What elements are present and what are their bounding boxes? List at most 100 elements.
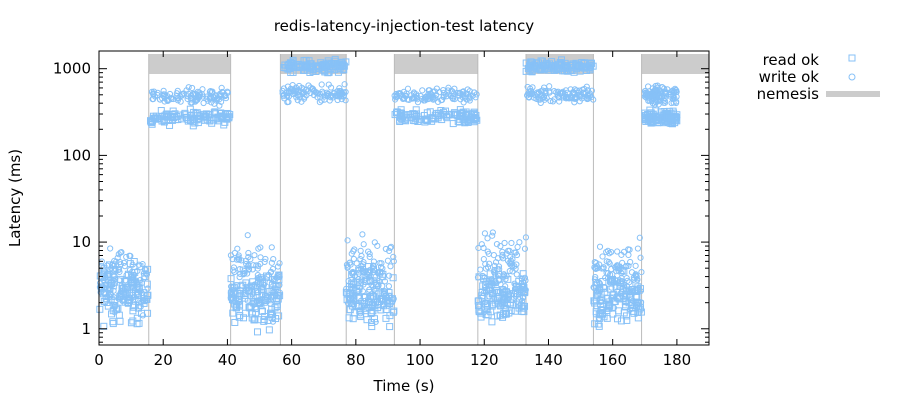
write-point (517, 289, 524, 296)
write-point (560, 92, 568, 100)
write-point (321, 93, 328, 100)
write-point (230, 264, 238, 271)
write-point (516, 239, 523, 246)
read-point (181, 109, 189, 117)
write-point (360, 241, 367, 248)
read-point (595, 322, 603, 330)
read-point (265, 326, 273, 334)
write-point (345, 277, 352, 285)
write-point (522, 286, 529, 294)
write-point (305, 82, 312, 89)
write-point (605, 258, 612, 266)
read-point (199, 110, 207, 118)
write-point (247, 293, 254, 300)
write-point (519, 283, 526, 290)
write-point (642, 92, 649, 99)
write-point (296, 82, 303, 90)
write-point (625, 262, 632, 270)
write-point (249, 266, 256, 273)
write-point (613, 288, 621, 295)
write-point (479, 272, 486, 280)
write-point (632, 262, 639, 269)
write-point (188, 84, 196, 92)
write-point (637, 288, 644, 295)
write-point (538, 91, 545, 99)
write-point (115, 251, 122, 258)
write-point (184, 95, 191, 103)
write-point (607, 277, 614, 284)
write-point (117, 290, 124, 297)
write-point (432, 95, 439, 102)
write-point (116, 277, 123, 284)
write-point (110, 293, 117, 301)
read-point (462, 108, 470, 116)
read-point (144, 265, 152, 273)
write-point (274, 263, 282, 270)
write-point (353, 260, 360, 267)
write-point (260, 284, 267, 291)
write-point (129, 261, 136, 268)
read-point (665, 112, 673, 120)
write-point (267, 300, 274, 307)
write-point (486, 293, 493, 300)
write-point (438, 97, 445, 104)
write-point (258, 275, 266, 282)
write-point (104, 293, 111, 300)
read-point (663, 113, 671, 121)
write-point (240, 271, 247, 278)
write-point (357, 310, 364, 317)
write-point (590, 96, 597, 103)
write-point (601, 284, 608, 291)
write-point (131, 293, 138, 301)
write-point (214, 95, 221, 102)
y-axis-ticks: 1 10 100 1000 (53, 60, 709, 343)
write-point (581, 90, 588, 97)
read-point (374, 304, 382, 312)
write-point (484, 264, 492, 271)
write-point (628, 296, 635, 303)
write-point (503, 272, 510, 280)
read-point (156, 115, 164, 123)
write-point (564, 94, 571, 101)
write-point (253, 305, 260, 313)
write-point (549, 98, 557, 105)
write-point (390, 295, 397, 302)
read-point (121, 278, 129, 286)
write-point (129, 268, 136, 275)
write-point (235, 255, 242, 262)
write-point (148, 88, 156, 96)
write-point (122, 277, 129, 284)
write-point (125, 289, 132, 297)
read-point (127, 319, 135, 327)
write-point (228, 283, 235, 290)
write-point (634, 276, 641, 283)
read-point (591, 297, 599, 305)
write-point (384, 257, 392, 264)
write-point (359, 288, 367, 295)
read-point (280, 64, 288, 72)
write-point (556, 90, 564, 97)
read-point (335, 60, 343, 68)
write-point (426, 87, 433, 94)
write-point (506, 247, 513, 254)
write-point (358, 303, 365, 310)
write-point (193, 96, 200, 104)
write-point (656, 92, 663, 99)
write-point (485, 250, 492, 257)
write-point (236, 274, 243, 281)
write-point (504, 296, 511, 303)
write-point (316, 98, 323, 106)
write-point (537, 88, 544, 95)
write-point (118, 282, 125, 289)
read-point (496, 311, 504, 319)
y-tick-label: 1000 (53, 60, 91, 78)
read-point (642, 115, 650, 123)
write-point (251, 283, 258, 290)
y-tick-label: 10 (72, 233, 91, 251)
write-point (336, 85, 343, 92)
read-point (585, 64, 593, 72)
write-point (370, 263, 377, 270)
read-point (189, 122, 197, 130)
read-point (320, 60, 328, 68)
x-tick-label: 160 (598, 351, 627, 369)
